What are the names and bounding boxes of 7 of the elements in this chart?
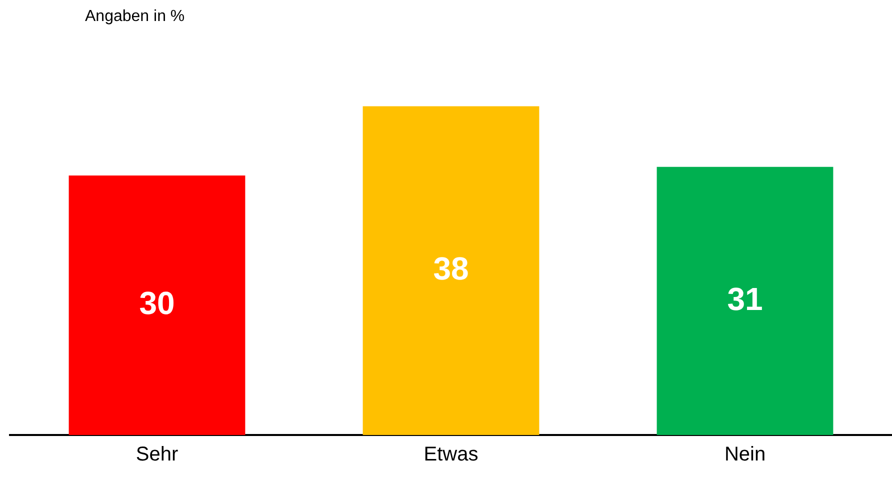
data-label: 38 — [433, 250, 469, 286]
data-label: 31 — [727, 280, 763, 317]
data-label: 30 — [139, 285, 175, 322]
chart-subtitle: Angaben in % — [85, 8, 185, 26]
x-tick-label: Etwas — [424, 444, 478, 466]
x-tick-label: Sehr — [136, 444, 178, 466]
x-tick-label: Nein — [724, 444, 766, 466]
